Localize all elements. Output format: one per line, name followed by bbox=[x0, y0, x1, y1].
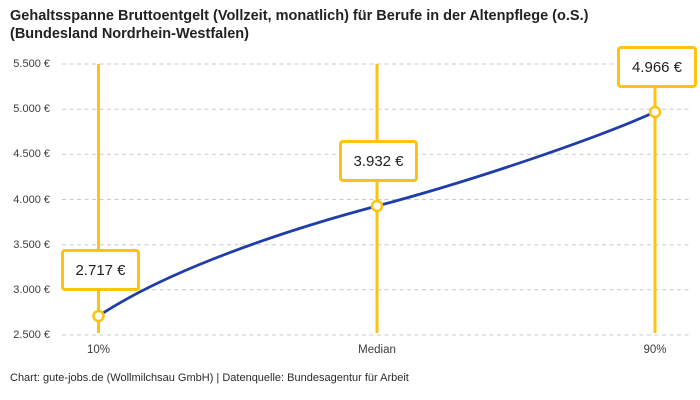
ytick-4500: 4.500 € bbox=[13, 148, 50, 160]
value-label-10-percent: 2.717 € bbox=[61, 249, 140, 291]
xtick-median: Median bbox=[358, 344, 396, 356]
ytick-3500: 3.500 € bbox=[13, 238, 50, 251]
data-point-10 bbox=[92, 309, 105, 323]
ytick-2500: 2.500 € bbox=[13, 329, 50, 341]
chart-title-line1: Gehaltsspanne Bruttoentgelt (Vollzeit, m… bbox=[10, 8, 589, 24]
value-label-90-percent: 4.966 € bbox=[617, 46, 697, 88]
footer-credit: Chart: gute-jobs.de (Wollmilchsau GmbH) … bbox=[10, 372, 409, 384]
data-point-median bbox=[370, 199, 384, 213]
xtick-90-percent: 90% bbox=[643, 344, 667, 356]
xtick-10-percent: 10% bbox=[86, 344, 111, 356]
ytick-5000: 5.000 € bbox=[13, 103, 50, 115]
chart-title-line2: (Bundesland Nordrhein-Westfalen) bbox=[10, 26, 249, 42]
percentile-lines bbox=[97, 64, 657, 333]
ytick-4000: 4.000 € bbox=[13, 193, 50, 206]
chart-title: Gehaltsspanne Bruttoentgelt (Vollzeit, m… bbox=[10, 7, 588, 43]
data-point-markers bbox=[92, 105, 662, 323]
value-label-median: 3.932 € bbox=[339, 140, 418, 182]
ytick-5500: 5.500 € bbox=[13, 58, 50, 70]
data-point-90 bbox=[648, 105, 662, 119]
ytick-3000: 3.000 € bbox=[13, 284, 50, 296]
